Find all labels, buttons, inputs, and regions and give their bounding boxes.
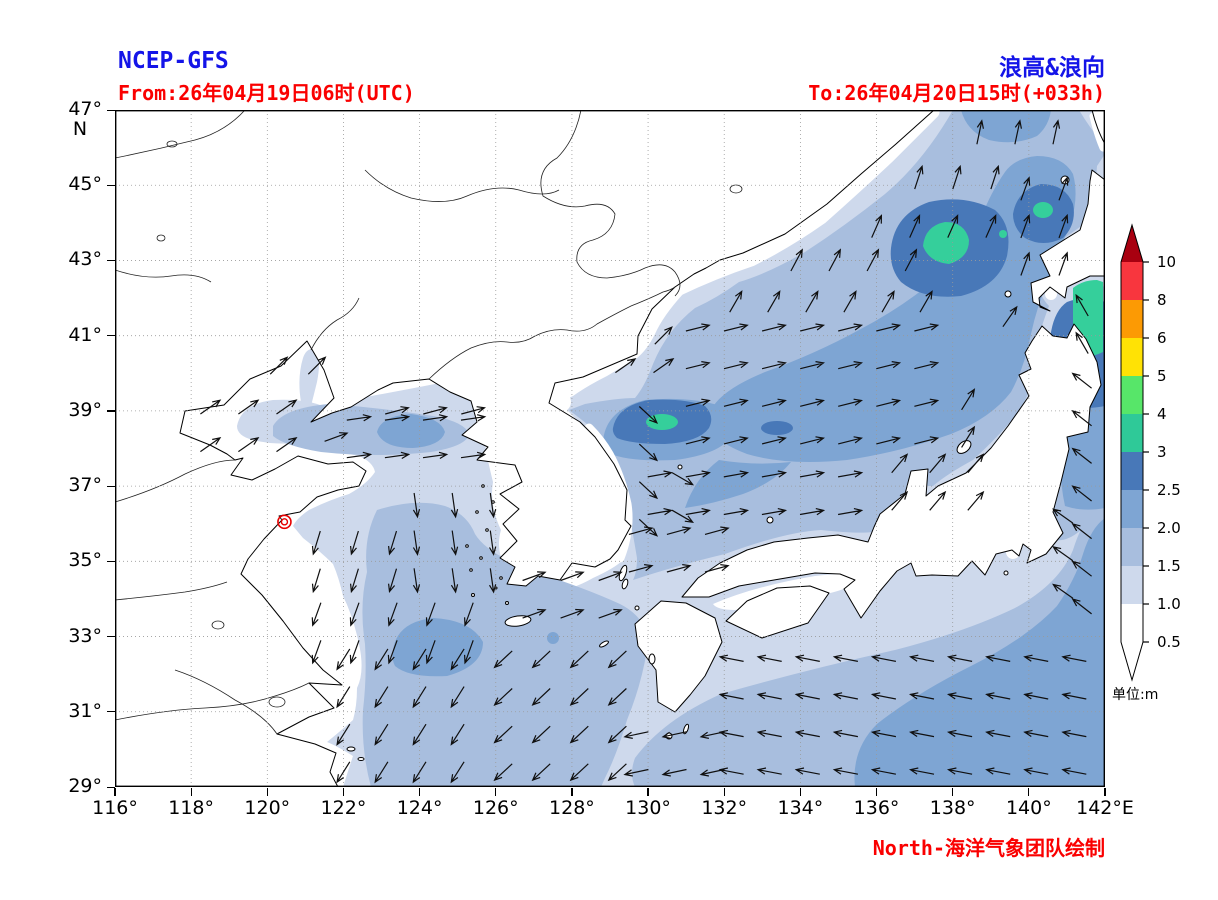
product-title: 浪高&浪向 [999, 55, 1105, 81]
map-plot-area [114, 105, 1107, 788]
model-title: NCEP-GFS [118, 48, 229, 74]
colorbar-tick-label: 0.5 [1157, 633, 1181, 651]
lat-tick-label: 35° [68, 549, 102, 572]
plot-frame [114, 109, 1105, 787]
colorbar-tick-label: 1.0 [1157, 595, 1181, 613]
islands [346, 175, 1070, 761]
coastline-mainland-asia [114, 109, 935, 788]
lat-tick-label: 29° [68, 775, 102, 797]
fill-2.5-3.0m [761, 421, 793, 435]
axis-tick [107, 109, 115, 111]
axis-tick [107, 636, 115, 638]
lon-tick-label: 128° [549, 797, 595, 819]
lat-hemisphere-label: N [72, 118, 88, 140]
coastline-kyushu [634, 600, 723, 713]
lon-tick-label: 138° [929, 797, 976, 819]
fill-2.0-2.5m [377, 414, 445, 448]
forecast-to-label: To:26年04月20日15时(+033h) [808, 81, 1105, 105]
axis-tick [799, 788, 801, 796]
lon-tick-label: 134° [777, 797, 824, 819]
coastline-hokkaido [1030, 169, 1106, 312]
axis-tick [647, 788, 649, 796]
lon-tick-label: 126° [472, 797, 519, 819]
lat-tick-label: 43° [68, 248, 102, 271]
axis-tick [1028, 788, 1030, 796]
colorbar-tick-label: 2.0 [1157, 519, 1181, 537]
axis-tick [190, 788, 192, 796]
lat-tick-label: 33° [68, 624, 102, 647]
colorbar-tick-label: 3 [1157, 443, 1167, 461]
lat-tick-label: 31° [68, 699, 102, 722]
axis-tick [1104, 788, 1106, 796]
lat-tick-label: 41° [68, 323, 102, 346]
axis-tick [107, 560, 115, 563]
axis-tick [952, 788, 954, 796]
lat-tick-label: 39° [68, 398, 102, 421]
fill-3-4m [646, 414, 678, 430]
axis-tick [107, 711, 115, 713]
korea-west-coast-islets [465, 484, 503, 580]
axis-tick [107, 485, 115, 487]
lon-tick-label: 136° [853, 797, 900, 819]
lat-tick-label: 37° [68, 474, 102, 497]
lat-tick-label: 45° [68, 173, 102, 196]
axis-tick [571, 788, 573, 796]
axis-tick [495, 788, 497, 796]
wave-height-colorbar [1120, 223, 1149, 682]
colorbar-tick-label: 4 [1157, 405, 1167, 423]
axis-tick [875, 788, 878, 796]
coastline-shikoku [725, 585, 830, 639]
colorbar-tick-label: 1.5 [1157, 557, 1181, 575]
colorbar-tick-label: 10 [1157, 253, 1177, 271]
lon-tick-label: 122° [320, 797, 367, 819]
fill-2.0-2.5m [854, 304, 1105, 787]
lon-tick-label: 140° [1005, 797, 1052, 819]
lon-tick-label: 120° [244, 797, 291, 819]
lon-tick-label: 130° [625, 797, 671, 819]
lon-tick-label: 142°E [1076, 797, 1134, 819]
fill-1.5-2.0m [362, 502, 648, 787]
colorbar-tick-label: 6 [1157, 329, 1167, 347]
axis-tick [107, 184, 115, 186]
axis-tick [419, 788, 421, 796]
axis-tick [723, 788, 725, 796]
red-location-marker [277, 514, 292, 530]
colorbar-tick-label: 2.5 [1157, 481, 1181, 499]
lon-tick-label: 118° [168, 797, 215, 819]
credit-label: North-海洋气象团队绘制 [872, 836, 1105, 860]
axis-tick [107, 259, 115, 262]
lon-tick-label: 132° [701, 797, 748, 819]
fill-2.0-2.5m [547, 632, 559, 644]
lon-tick-label: 116° [92, 797, 138, 819]
wave-direction-arrows [200, 119, 1092, 784]
axis-tick [266, 788, 268, 796]
lon-tick-label: 124° [396, 797, 443, 819]
rivers-and-borders [114, 109, 743, 735]
colorbar-tick-label: 5 [1157, 367, 1167, 385]
axis-tick [107, 786, 115, 788]
fill-3-4m [1033, 202, 1053, 218]
axis-tick [107, 335, 115, 337]
colorbar-unit-label: 单位:m [1112, 687, 1159, 703]
axis-tick [114, 788, 116, 796]
fill-3-4m [923, 222, 969, 264]
axis-tick [107, 410, 115, 412]
lat-tick-label: 47° [68, 98, 102, 120]
colorbar-tick-label: 8 [1157, 291, 1167, 309]
map-canvas [114, 105, 1107, 788]
forecast-from-label: From:26年04月19日06时(UTC) [118, 81, 415, 105]
axis-tick [342, 788, 345, 796]
coastlines [114, 109, 1106, 788]
fill-3-4m [999, 230, 1007, 238]
